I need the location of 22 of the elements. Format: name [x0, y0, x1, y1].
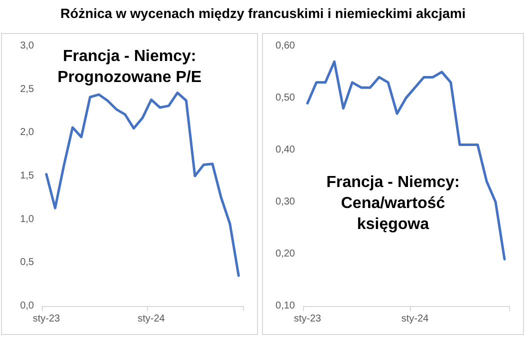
annotation: Francja - Niemcy: Prognozowane P/E [57, 48, 202, 86]
x-tick-label: sty-23 [32, 314, 60, 324]
x-tick-label: sty-23 [294, 314, 322, 324]
y-tick-label: 0,10 [276, 300, 296, 312]
y-tick-label: 0,0 [20, 300, 34, 312]
line-series [45, 92, 240, 277]
chart-title: Różnica w wycenach między francuskimi i niemieckimi akcjami [59, 6, 467, 21]
y-tick-label: 2,5 [20, 84, 34, 95]
y-tick-label: 0,30 [276, 196, 296, 208]
y-tick-label: 0,5 [20, 257, 34, 268]
x-tick-label: sty-24 [401, 314, 430, 324]
y-tick-label: 2,0 [20, 127, 34, 138]
y-tick-label: 0,50 [276, 92, 296, 104]
y-tick-label: 0,20 [276, 248, 296, 260]
y-tick-label: 0,40 [276, 144, 296, 156]
y-tick-label: 3,0 [20, 40, 34, 52]
y-tick-label: 1,0 [20, 214, 34, 225]
annotation: Francja - Niemcy: Cena/wartość księgowa [326, 174, 460, 233]
y-tick-label: 0,60 [276, 40, 296, 52]
x-tick-label: sty-24 [138, 314, 166, 324]
line-series [306, 60, 506, 260]
y-tick-label: 1,5 [20, 170, 34, 182]
